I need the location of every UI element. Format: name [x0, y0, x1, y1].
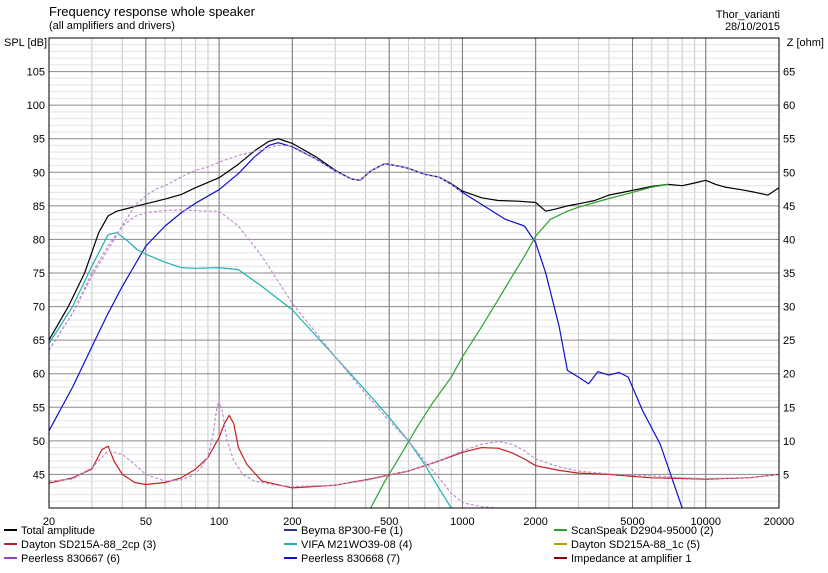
legend-label: Beyma 8P300-Fe (1) — [301, 525, 404, 537]
legend-swatch — [284, 557, 297, 560]
legend-item: Total amplitude — [4, 525, 95, 537]
legend-item: Peerless 830667 (6) — [4, 553, 120, 565]
series-line-2 — [370, 183, 669, 509]
y2-tick-label: 45 — [783, 201, 795, 213]
x-tick-label: 5000 — [620, 516, 644, 528]
legend-swatch — [554, 529, 567, 532]
legend-label: Total amplitude — [21, 525, 95, 537]
legend-label: Dayton SD215A-88_2cp (3) — [21, 539, 157, 551]
series-line-5 — [48, 209, 536, 509]
x-tick-label: 20000 — [764, 516, 795, 528]
legend-swatch — [284, 543, 297, 546]
legend-item: Dayton SD215A-88_1c (5) — [554, 539, 700, 551]
x-tick-label: 50 — [140, 516, 152, 528]
y-tick-label: 95 — [33, 134, 45, 146]
y-tick-label: 105 — [27, 67, 45, 79]
y2-tick-label: 10 — [783, 436, 795, 448]
legend-label: Dayton SD215A-88_1c (5) — [571, 539, 701, 551]
legend-swatch — [554, 557, 567, 560]
y-tick-label: 80 — [33, 234, 45, 246]
legend-label: Impedance at amplifier 1 — [571, 553, 692, 565]
x-tick-label: 20 — [43, 516, 55, 528]
legend-label: VIFA M21WO39-08 (4) — [301, 539, 413, 551]
y-tick-label: 65 — [33, 335, 45, 347]
series-line-3 — [48, 232, 452, 509]
legend-item: Impedance at amplifier 1 — [554, 553, 691, 565]
y-axis-label: SPL [dB] — [4, 37, 48, 49]
y2-tick-label: 5 — [783, 469, 789, 481]
legend-label: Peerless 830668 (7) — [301, 553, 401, 565]
y2-tick-label: 25 — [783, 335, 795, 347]
legend-item: ScanSpeak D2904-95000 (2) — [554, 525, 713, 537]
y2-tick-label: 40 — [783, 234, 795, 246]
legend-swatch — [284, 529, 297, 532]
legend-item: Beyma 8P300-Fe (1) — [284, 525, 403, 537]
x-tick-label: 100 — [210, 516, 228, 528]
date-label: 28/10/2015 — [724, 21, 780, 33]
y2-tick-label: 55 — [783, 134, 795, 146]
legend-swatch — [4, 543, 17, 546]
x-tick-label: 500 — [380, 516, 398, 528]
legend-item: VIFA M21WO39-08 (4) — [284, 539, 412, 551]
legend-swatch — [4, 557, 17, 560]
y2-tick-label: 65 — [783, 67, 795, 79]
y-tick-label: 85 — [33, 201, 45, 213]
y2-axis-label: Z [ohm] — [786, 37, 824, 49]
chart-subtitle: (all amplifiers and drivers) — [49, 20, 175, 32]
series-line-4 — [48, 414, 780, 489]
x-tick-label: 1000 — [450, 516, 474, 528]
plot-border — [48, 37, 780, 509]
legend-item: Dayton SD215A-88_2cp (3) — [4, 539, 156, 551]
y2-tick-label: 35 — [783, 268, 795, 280]
y-tick-label: 90 — [33, 167, 45, 179]
y2-tick-label: 50 — [783, 167, 795, 179]
y2-tick-label: 20 — [783, 369, 795, 381]
y-tick-label: 60 — [33, 369, 45, 381]
y-tick-label: 75 — [33, 268, 45, 280]
x-tick-label: 2000 — [523, 516, 547, 528]
y-tick-label: 55 — [33, 402, 45, 414]
y-tick-label: 100 — [27, 100, 45, 112]
legend-swatch — [4, 529, 17, 532]
x-tick-label: 10000 — [690, 516, 721, 528]
legend-label: Peerless 830667 (6) — [21, 553, 121, 565]
x-tick-label: 200 — [283, 516, 301, 528]
series-line-7 — [48, 400, 780, 488]
y2-tick-label: 15 — [783, 402, 795, 414]
chart-title: Frequency response whole speaker — [49, 4, 255, 19]
legend-item: Peerless 830668 (7) — [284, 553, 400, 565]
y-tick-label: 70 — [33, 302, 45, 314]
y2-tick-label: 60 — [783, 100, 795, 112]
y2-tick-label: 30 — [783, 302, 795, 314]
legend-label: ScanSpeak D2904-95000 (2) — [571, 525, 714, 537]
y-tick-label: 50 — [33, 436, 45, 448]
series-line-6 — [48, 144, 463, 351]
author-label: Thor_varianti — [715, 9, 780, 21]
y-tick-label: 45 — [33, 469, 45, 481]
legend-swatch — [554, 543, 567, 546]
